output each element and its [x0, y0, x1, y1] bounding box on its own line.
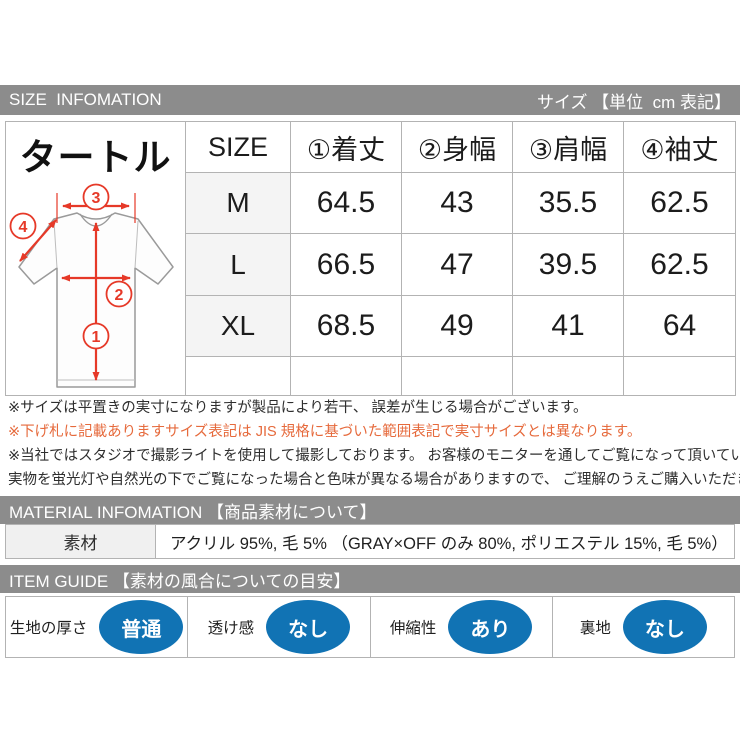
note-line-alert: ※下げ札に記載ありますサイズ表記は JIS 規格に基づいた範囲表記で実寸サイズと…: [8, 424, 642, 440]
size-infomation-title: SIZE INFOMATION: [9, 90, 162, 109]
value-cell: 47: [401, 233, 513, 296]
table-row-empty: [6, 356, 736, 396]
guide-label: 生地の厚さ: [9, 620, 88, 637]
label-2: 2: [114, 287, 123, 304]
label-4: 4: [18, 219, 27, 236]
material-infomation-title: MATERIAL INFOMATION 【商品素材について】: [9, 502, 377, 522]
shoulder-extension-lines: [55, 193, 136, 223]
guide-box-stretch: 伸縮性 あり: [371, 597, 553, 657]
size-table: タートル: [5, 120, 736, 396]
item-guide-header-bar: ITEM GUIDE 【素材の風合についての目安】: [0, 565, 740, 593]
label-3: 3: [91, 190, 100, 207]
col-header-size: SIZE: [185, 120, 291, 174]
value-cell: 64.5: [290, 172, 402, 235]
value-cell: 35.5: [512, 172, 624, 235]
size-label-l: L: [185, 233, 291, 296]
col-header-length: ①着丈: [290, 120, 402, 174]
item-guide-title: ITEM GUIDE 【素材の風合についての目安】: [9, 571, 351, 591]
label-1: 1: [91, 329, 100, 346]
value-cell: 41: [512, 294, 624, 358]
guide-label: 伸縮性: [389, 620, 437, 637]
status-badge: あり: [448, 600, 533, 654]
garment-diagram-cell: タートル: [5, 121, 186, 396]
material-table: 素材 アクリル 95%, 毛 5% （GRAY×OFF のみ 80%, ポリエス…: [5, 524, 735, 559]
measure-labels: 3 4 2 1: [9, 183, 132, 350]
table-row: XL 68.5 49 41 64: [6, 294, 736, 358]
guide-box-lining: 裏地 なし: [553, 597, 734, 657]
material-value: アクリル 95%, 毛 5% （GRAY×OFF のみ 80%, ポリエステル …: [155, 524, 735, 559]
size-infomation-header-bar: SIZE INFOMATION サイズ 【単位 cm 表記】: [0, 85, 740, 115]
size-notes: ※サイズは平置きの実寸になりますが製品により若干、 誤差が生じる場合がございます…: [8, 396, 740, 492]
table-row: L 66.5 47 39.5 62.5: [6, 233, 736, 296]
note-line: ※当社ではスタジオで撮影ライトを使用して撮影しております。 お客様のモニターを通…: [8, 448, 740, 464]
status-badge: なし: [622, 600, 707, 654]
note-line: 実物を蛍光灯や自然光の下でご覧になった場合と色味が異なる場合がありますので、 ご…: [8, 472, 740, 488]
size-label-xl: XL: [185, 294, 291, 358]
guide-box-sheerness: 透け感 なし: [188, 597, 371, 657]
value-cell: 64: [623, 294, 736, 358]
sleeve-length-arrow: [18, 219, 57, 262]
value-cell: 43: [401, 172, 513, 235]
guide-box-thickness: 生地の厚さ 普通: [6, 597, 189, 657]
col-header-width: ②身幅: [401, 120, 513, 174]
value-cell: 49: [401, 294, 513, 358]
status-badge: なし: [266, 600, 351, 654]
garment-measure-diagram: 3 4 2 1: [9, 183, 174, 388]
size-unit-note: サイズ 【単位 cm 表記】: [536, 92, 731, 112]
measure-arrows: [18, 193, 136, 381]
col-header-shoulder: ③肩幅: [512, 120, 624, 174]
guide-label: 裏地: [579, 620, 611, 637]
col-header-sleeve: ④袖丈: [623, 120, 736, 174]
note-line: ※サイズは平置きの実寸になりますが製品により若干、 誤差が生じる場合がございます…: [8, 400, 588, 416]
value-cell: 39.5: [512, 233, 624, 296]
size-label-m: M: [185, 172, 291, 235]
item-guide-row: 生地の厚さ 普通 透け感 なし 伸縮性 あり 裏地 なし: [5, 596, 735, 658]
garment-type-title: タートル: [19, 137, 172, 178]
value-cell: 62.5: [623, 233, 736, 296]
status-badge: 普通: [99, 600, 184, 654]
value-cell: 62.5: [623, 172, 736, 235]
guide-label: 透け感: [207, 620, 255, 637]
material-label: 素材: [5, 524, 156, 559]
material-infomation-header-bar: MATERIAL INFOMATION 【商品素材について】: [0, 496, 740, 524]
value-cell: 66.5: [290, 233, 402, 296]
value-cell: 68.5: [290, 294, 402, 358]
